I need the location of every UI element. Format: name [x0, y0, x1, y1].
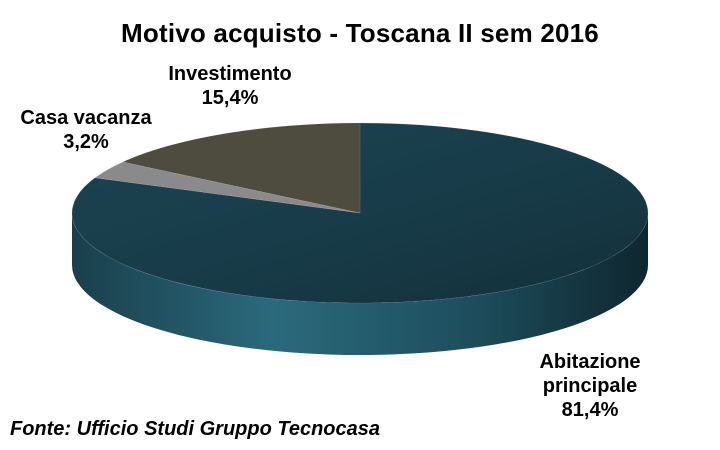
pie-slice-casa-vacanza: [94, 161, 361, 214]
slice-label-abitazione-principale: Abitazione principale 81,4%: [515, 350, 665, 422]
slice-name: Investimento: [168, 63, 292, 85]
slice-value: 81,4%: [561, 399, 619, 421]
pie-slice-abitazione-principale: [71, 122, 649, 304]
slice-name-line-1: Abitazione: [539, 351, 641, 373]
slice-value: 3,2%: [63, 131, 109, 153]
slice-name: Casa vacanza: [20, 107, 152, 129]
slice-label-investimento: Investimento 15,4%: [150, 62, 310, 110]
slice-label-casa-vacanza: Casa vacanza 3,2%: [6, 106, 166, 154]
chart-title: Motivo acquisto - Toscana II sem 2016: [121, 18, 599, 48]
pie-slice-investimento: [121, 122, 361, 214]
slice-value: 15,4%: [201, 87, 259, 109]
pie-slice-side-abitazione-principale: [72, 213, 648, 355]
slice-name-line-2: principale: [542, 375, 638, 397]
source-note: Fonte: Ufficio Studi Gruppo Tecnocasa: [10, 418, 381, 440]
